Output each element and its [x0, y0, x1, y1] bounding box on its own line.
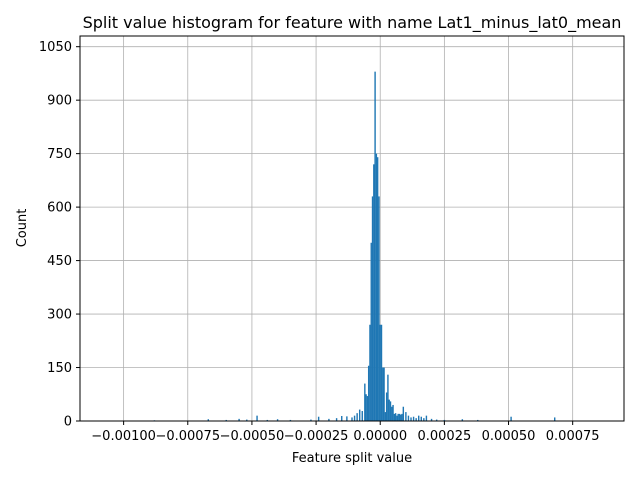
chart-title: Split value histogram for feature with n…	[83, 13, 622, 33]
histogram-bar	[358, 409, 361, 421]
y-axis-ticks: 0 150 300 450 600 750 900 1050	[39, 40, 80, 430]
histogram-bar	[356, 413, 358, 421]
x-axis-label: Feature split value	[292, 451, 412, 466]
histogram-bar	[375, 153, 378, 421]
x-tick-label: −0.00075	[155, 429, 220, 444]
y-tick-label: 600	[47, 201, 72, 216]
histogram-bar	[382, 367, 384, 421]
histogram-bar	[383, 367, 385, 421]
histogram-bar	[225, 419, 227, 421]
histogram-bar	[365, 394, 367, 421]
histogram-bar	[351, 417, 353, 421]
grid-lines	[80, 36, 624, 422]
histogram-bar	[310, 419, 312, 421]
histogram-bar	[398, 413, 401, 421]
histogram-bar	[380, 324, 383, 421]
histogram-bar	[461, 419, 464, 421]
histogram-bar	[378, 196, 380, 421]
histogram-bar	[238, 418, 240, 421]
y-axis-label: Count	[15, 209, 30, 248]
y-tick-label: 1050	[39, 40, 72, 55]
histogram-bar	[402, 406, 405, 421]
histogram-bar	[394, 413, 397, 421]
histogram-bar	[435, 419, 438, 421]
y-tick-label: 150	[47, 361, 72, 376]
y-tick-label: 450	[47, 254, 72, 269]
histogram-bar	[420, 416, 422, 421]
histogram-bar	[430, 418, 433, 421]
histogram-bar	[407, 415, 410, 421]
histogram-bar	[388, 399, 390, 421]
histogram-bar	[364, 383, 366, 421]
x-tick-label: 0.00075	[546, 429, 600, 444]
histogram-bar	[207, 419, 210, 421]
bars-group	[153, 71, 556, 422]
histogram-bar	[385, 392, 388, 421]
histogram-bar	[369, 324, 371, 421]
histogram-bar	[246, 419, 248, 421]
histogram-bar	[317, 416, 320, 421]
histogram-bar	[256, 415, 258, 421]
histogram-bar	[554, 417, 556, 421]
histogram-bar	[370, 242, 372, 421]
histogram-bar	[367, 365, 370, 421]
histogram-bar	[397, 413, 399, 421]
histogram-bar	[366, 396, 369, 421]
histogram-bar	[415, 418, 417, 421]
histogram-bar	[276, 419, 279, 421]
histogram-bar	[425, 415, 428, 421]
histogram-bar	[400, 414, 402, 421]
histogram-bar	[392, 404, 394, 421]
x-tick-label: 0.00025	[417, 429, 471, 444]
histogram-bar	[289, 419, 292, 421]
histogram-bar	[379, 324, 381, 421]
histogram-bar	[346, 416, 348, 421]
histogram-bar	[387, 374, 389, 421]
x-tick-label: 0.00050	[482, 429, 536, 444]
histogram-bar	[477, 419, 479, 421]
plot-frame	[79, 35, 625, 422]
histogram-bar	[410, 417, 412, 421]
histogram-bar	[384, 412, 387, 421]
histogram-bar	[266, 419, 269, 421]
histogram-bar	[361, 411, 363, 421]
histogram-bar	[443, 419, 446, 421]
histogram-bar	[328, 418, 330, 421]
histogram-bar	[393, 413, 396, 421]
histogram-bar	[389, 401, 392, 421]
histogram-bar	[396, 415, 398, 421]
x-tick-label: −0.00100	[91, 429, 156, 444]
x-tick-label: −0.00025	[284, 429, 349, 444]
histogram-bar	[374, 71, 376, 422]
histogram-bar	[401, 413, 403, 421]
histogram-bar	[423, 418, 425, 421]
y-tick-label: 0	[64, 415, 72, 430]
histogram-bar	[371, 196, 374, 421]
y-tick-label: 900	[47, 94, 72, 109]
x-tick-label: −0.00050	[220, 429, 285, 444]
x-axis-ticks: −0.00100 −0.00075 −0.00050 −0.00025 0.00000 0…	[91, 421, 600, 444]
histogram-bar	[510, 416, 512, 421]
histogram-bar	[376, 157, 379, 421]
histogram-bar	[405, 412, 407, 421]
y-tick-label: 750	[47, 147, 72, 162]
histogram-bar	[353, 415, 356, 421]
histogram-bar	[341, 416, 343, 421]
x-tick-label: 0.00000	[353, 429, 407, 444]
histogram-bar	[335, 418, 338, 421]
histogram-bar	[418, 415, 420, 421]
y-tick-label: 300	[47, 308, 72, 323]
histogram-bar	[373, 164, 375, 422]
histogram-bar	[412, 416, 415, 421]
histogram-bar	[391, 406, 393, 421]
